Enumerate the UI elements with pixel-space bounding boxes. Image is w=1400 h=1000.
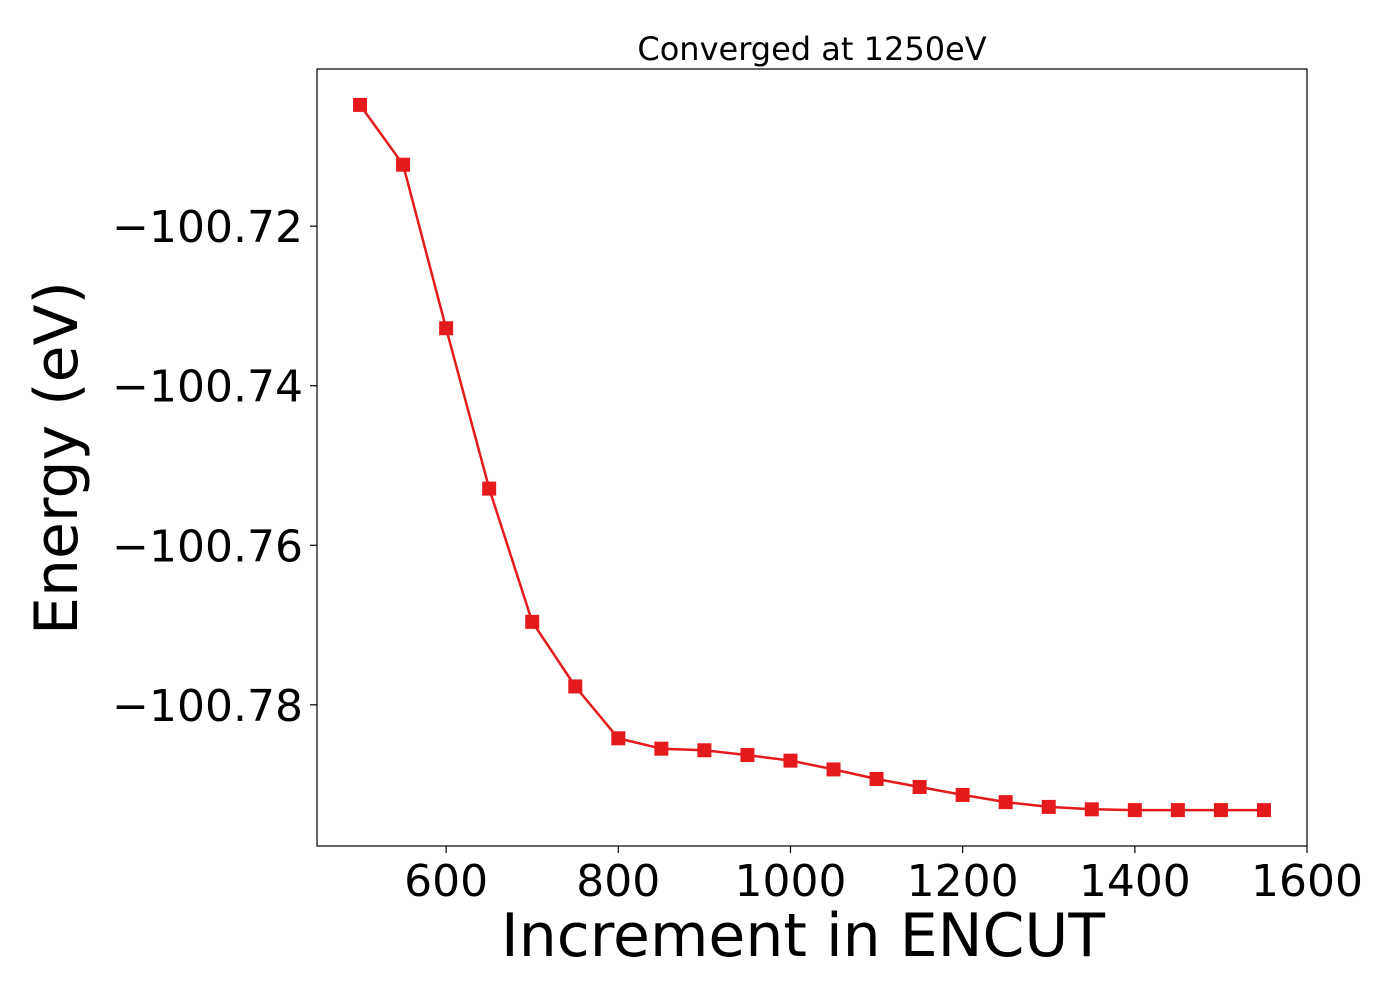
data-point-marker bbox=[1213, 803, 1228, 818]
x-tick-label: 1600 bbox=[1251, 856, 1363, 907]
data-point-marker bbox=[1170, 803, 1185, 818]
x-axis-label: Increment in ENCUT bbox=[501, 901, 1105, 971]
x-tick-label: 1400 bbox=[1079, 856, 1191, 907]
y-axis-label: Energy (eV) bbox=[22, 281, 92, 635]
data-point-marker bbox=[396, 157, 411, 172]
series-layer bbox=[353, 97, 1271, 818]
data-point-marker bbox=[611, 731, 626, 746]
plot-frame bbox=[316, 68, 1308, 847]
data-point-marker bbox=[998, 795, 1013, 810]
x-tick-label: 800 bbox=[576, 856, 660, 907]
data-point-marker bbox=[568, 679, 583, 694]
data-point-marker bbox=[697, 743, 712, 758]
y-tick-label: −100.76 bbox=[112, 521, 303, 572]
data-point-marker bbox=[783, 753, 798, 768]
x-tick-label: 1000 bbox=[734, 856, 846, 907]
data-point-marker bbox=[1084, 802, 1099, 817]
data-point-marker bbox=[912, 779, 927, 794]
x-axis: 600 800 1000 1200 1400 1600 bbox=[404, 846, 1363, 907]
y-tick-label: −100.74 bbox=[112, 362, 303, 413]
data-point-marker bbox=[1041, 799, 1056, 814]
data-point-marker bbox=[353, 97, 368, 112]
data-point-marker bbox=[482, 481, 497, 496]
x-tick-label: 600 bbox=[404, 856, 488, 907]
x-tick-label: 1200 bbox=[907, 856, 1019, 907]
data-point-marker bbox=[654, 741, 669, 756]
y-axis: −100.72 −100.74 −100.76 −100.78 bbox=[112, 202, 317, 732]
data-point-marker bbox=[1127, 803, 1142, 818]
chart-title: Converged at 1250eV bbox=[637, 30, 986, 68]
data-point-marker bbox=[439, 321, 454, 336]
series-line bbox=[358, 104, 1264, 812]
data-point-marker bbox=[1256, 803, 1271, 818]
plot-area bbox=[316, 68, 1308, 847]
data-point-marker bbox=[525, 614, 540, 629]
data-point-marker bbox=[826, 762, 841, 777]
data-point-marker bbox=[955, 787, 970, 802]
y-tick-label: −100.78 bbox=[112, 681, 303, 732]
data-point-marker bbox=[740, 748, 755, 763]
data-point-marker bbox=[869, 771, 884, 786]
y-tick-label: −100.72 bbox=[112, 202, 303, 253]
